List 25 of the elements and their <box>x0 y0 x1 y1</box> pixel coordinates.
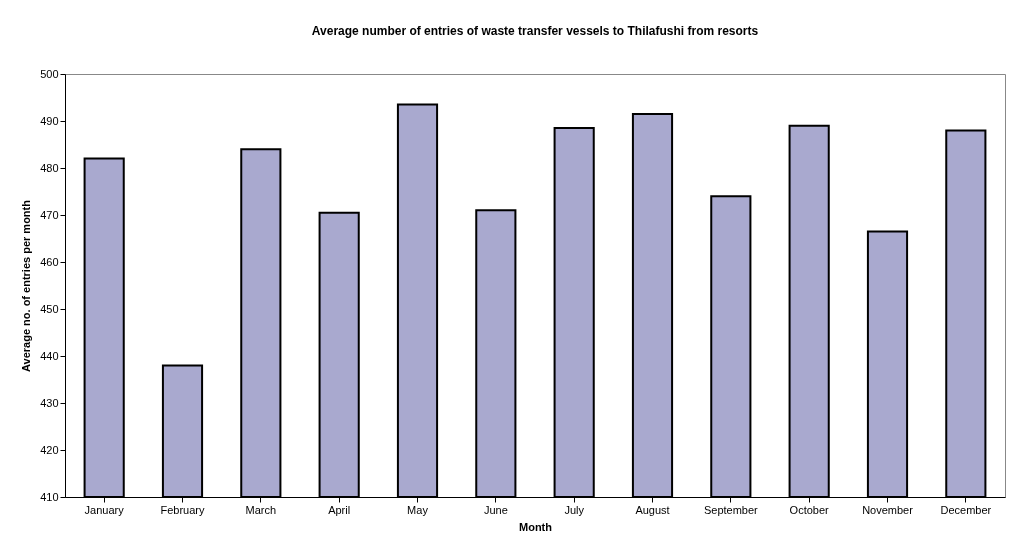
x-tick-label: September <box>703 503 759 516</box>
x-tick-label: August <box>635 503 670 516</box>
y-tick-label: 500 <box>40 67 59 80</box>
y-tick-label: 470 <box>40 208 59 221</box>
x-tick-label: June <box>483 503 508 516</box>
y-axis-title: Average no. of entries per month <box>20 199 33 372</box>
y-tick-label: 480 <box>40 161 59 174</box>
x-tick-label: January <box>84 503 125 516</box>
x-tick-label: February <box>160 503 205 516</box>
x-tick-label: May <box>407 503 429 516</box>
y-tick-label: 450 <box>40 302 59 315</box>
x-tick-label: March <box>245 503 277 516</box>
y-tick-label: 490 <box>40 114 59 127</box>
x-tick-label: April <box>328 503 351 516</box>
y-tick-label: 430 <box>40 396 59 409</box>
x-axis-title: Month <box>519 520 553 533</box>
x-tick-label: July <box>564 503 585 516</box>
x-tick-label: November <box>862 503 914 516</box>
chart-title: Average number of entries of waste transfer vessels to Thilafushi from resorts <box>311 24 759 38</box>
x-tick-label: December <box>940 503 992 516</box>
y-tick-label: 440 <box>40 349 59 362</box>
y-tick-label: 460 <box>40 255 59 268</box>
y-tick-label: 420 <box>40 443 59 456</box>
y-tick-label: 410 <box>40 490 59 503</box>
x-tick-label: October <box>789 503 830 516</box>
